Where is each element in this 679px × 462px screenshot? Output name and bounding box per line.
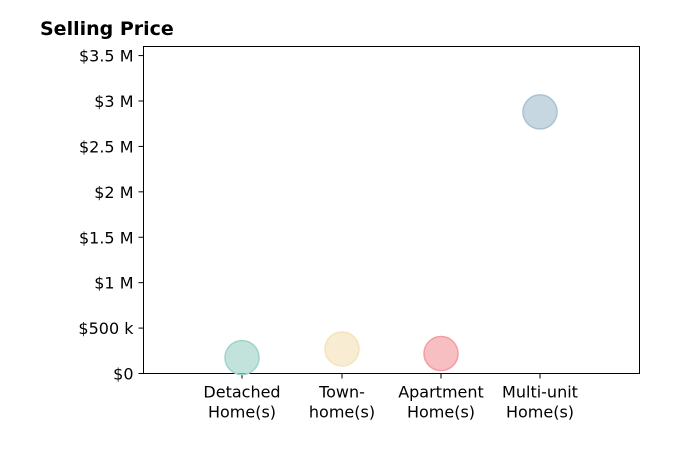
data-point-marker <box>423 335 459 372</box>
x-tick-label: Multi-unit <box>502 383 578 402</box>
chart-title: Selling Price <box>40 18 174 40</box>
x-tick-label: Home(s) <box>407 403 475 422</box>
plot-area-frame <box>143 46 640 374</box>
x-tick-label: Detached <box>203 383 280 402</box>
x-tick-label: Apartment <box>398 383 484 402</box>
y-tick-label: $2.5 M <box>79 137 134 156</box>
x-tick-label: Home(s) <box>506 403 574 422</box>
y-tick-label: $2 M <box>94 183 133 202</box>
x-tick-label: Home(s) <box>208 403 276 422</box>
y-axis: $0 $500 k $1 M $1.5 M $2 M $2.5 M $3 M $3.5 M <box>78 47 144 384</box>
x-tick-label: Town- <box>318 383 365 402</box>
x-axis: DetachedHome(s)Town-home(s)ApartmentHome… <box>203 373 578 422</box>
y-tick-label: $1 M <box>94 274 133 293</box>
data-point-marker <box>324 331 360 367</box>
x-tick-label: home(s) <box>309 403 375 422</box>
y-tick-label: $0 <box>113 365 133 384</box>
y-tick-label: $500 k <box>78 319 134 338</box>
data-point-marker <box>522 94 558 130</box>
y-tick-label: $1.5 M <box>79 228 134 247</box>
y-tick-label: $3 M <box>94 92 133 111</box>
data-points <box>224 94 558 376</box>
data-point-marker <box>224 339 260 376</box>
y-tick-label: $3.5 M <box>79 47 134 66</box>
